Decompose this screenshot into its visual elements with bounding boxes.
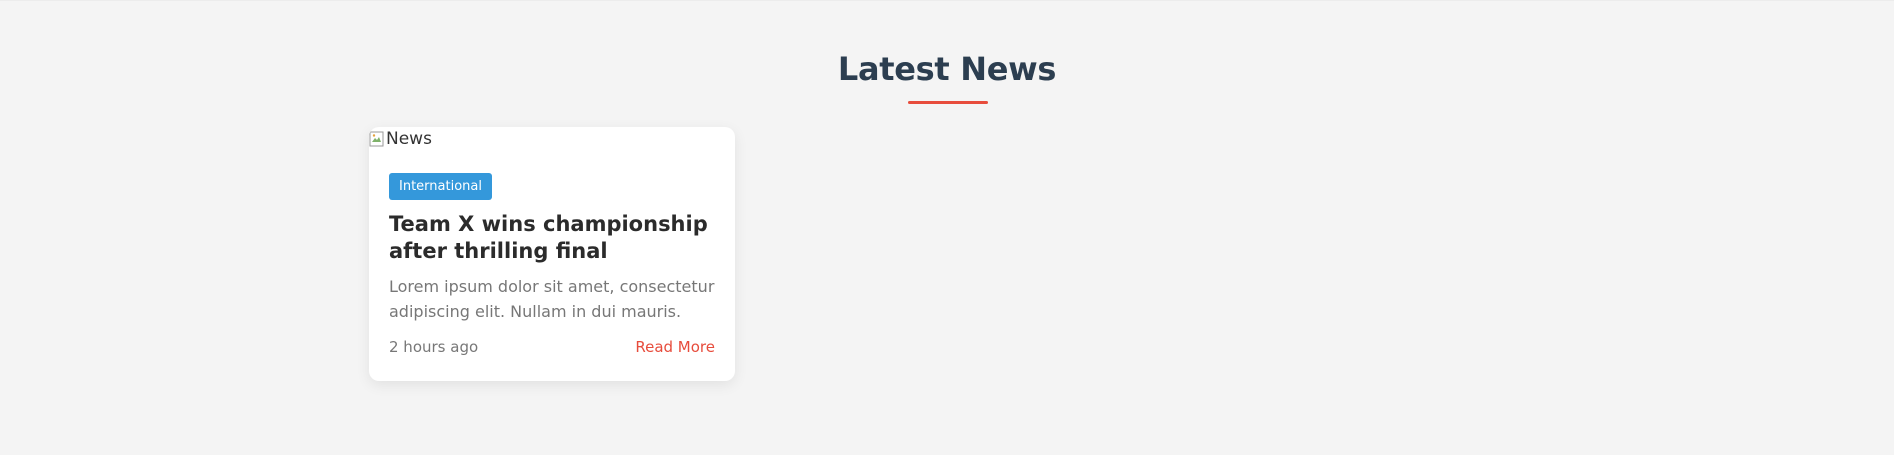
broken-image-icon [369, 131, 385, 147]
news-card[interactable]: News International Team X wins champions… [369, 127, 735, 381]
news-headline[interactable]: Team X wins championship after thrilling… [389, 212, 708, 263]
read-more-link[interactable]: Read More [635, 338, 715, 356]
news-timestamp: 2 hours ago [389, 338, 479, 356]
category-badge[interactable]: International [389, 173, 492, 200]
section-title: Latest News [837, 50, 1057, 88]
news-excerpt: Lorem ipsum dolor sit amet, consectetur … [389, 277, 715, 321]
top-divider [0, 0, 1894, 1]
news-card-image: News [369, 127, 432, 151]
image-alt-text: News [386, 129, 432, 149]
title-underline [908, 101, 988, 104]
